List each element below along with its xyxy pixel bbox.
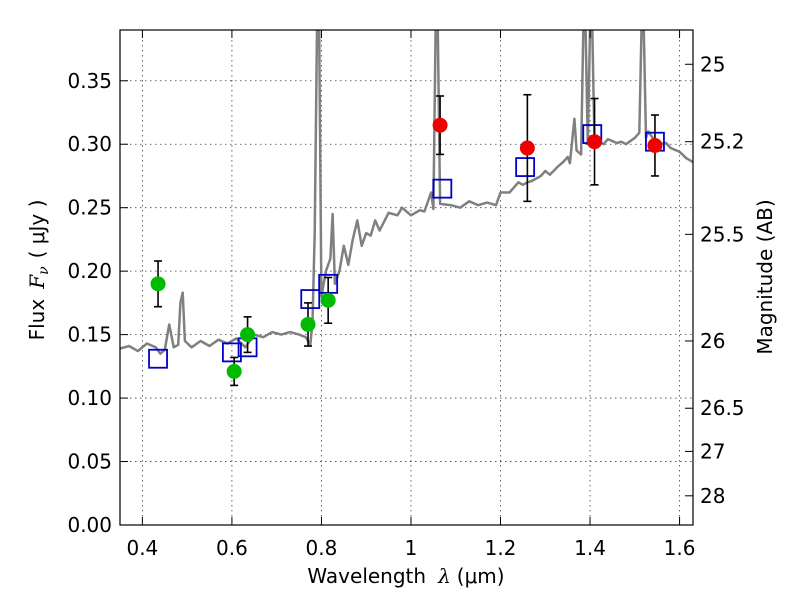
magnitude-tick-label: 27 bbox=[700, 439, 725, 463]
x-tick-label: 1.6 bbox=[664, 536, 696, 560]
axis-ticks bbox=[120, 30, 693, 526]
magnitude-tick-label: 28 bbox=[700, 484, 725, 508]
y-tick-label: 0.20 bbox=[67, 259, 112, 283]
red-flux-point bbox=[519, 140, 535, 156]
magnitude-tick-label: 25.5 bbox=[700, 222, 745, 246]
x-tick-label: 1.4 bbox=[574, 536, 606, 560]
y-tick-label: 0.05 bbox=[67, 450, 112, 474]
model-flux-box bbox=[300, 289, 321, 309]
x-tick-label: 0.4 bbox=[126, 536, 158, 560]
x-axis-label-prefix: Wavelength bbox=[307, 564, 426, 588]
y-axis-label-prefix: Flux bbox=[25, 299, 49, 341]
red-flux-point bbox=[647, 138, 663, 153]
y-axis-label-subscript: ν bbox=[36, 266, 52, 275]
x-tick-label: 0.6 bbox=[216, 536, 248, 560]
magnitude-tick-label: 26 bbox=[700, 329, 725, 353]
y-tick-label: 0.25 bbox=[67, 196, 112, 220]
red-flux-point bbox=[432, 117, 448, 133]
x-tick-label: 0.8 bbox=[306, 536, 338, 560]
magnitude-tick-label: 25 bbox=[700, 52, 725, 76]
x-axis-label-symbol: λ bbox=[437, 564, 451, 588]
y-axis-label-symbol: F bbox=[25, 274, 49, 290]
x-axis-label-unit: (μm) bbox=[457, 564, 505, 588]
x-tick-label: 1.2 bbox=[485, 536, 517, 560]
y-tick-label: 0.30 bbox=[67, 132, 112, 156]
model-flux-box bbox=[515, 157, 536, 177]
plot-area bbox=[120, 30, 693, 387]
y-tick-label: 0.10 bbox=[67, 386, 112, 410]
plot-frame bbox=[119, 29, 694, 526]
green-flux-point bbox=[300, 316, 316, 332]
y-tick-label: 0.15 bbox=[67, 323, 112, 347]
x-tick-label: 1 bbox=[405, 536, 418, 560]
y-tick-label: 0.00 bbox=[67, 513, 112, 537]
magnitude-tick-label: 26.5 bbox=[700, 396, 745, 420]
green-flux-point bbox=[150, 276, 166, 292]
model-flux-box bbox=[222, 342, 242, 363]
y-axis-label-unit: ( μJy ) bbox=[25, 200, 49, 259]
y-axis-label: Flux Fν ( μJy ) bbox=[25, 200, 52, 341]
model-flux-box bbox=[432, 178, 453, 199]
green-flux-point bbox=[240, 327, 256, 343]
y-tick-label: 0.35 bbox=[67, 69, 112, 93]
red-flux-point bbox=[587, 134, 603, 150]
x-axis-label: Wavelength λ (μm) bbox=[307, 564, 504, 588]
green-flux-point bbox=[226, 363, 242, 379]
magnitude-axis-label: Magnitude (AB) bbox=[753, 199, 777, 354]
magnitude-tick-label: 25.2 bbox=[700, 130, 745, 154]
green-flux-point bbox=[320, 292, 336, 308]
model-flux-box bbox=[148, 348, 168, 369]
